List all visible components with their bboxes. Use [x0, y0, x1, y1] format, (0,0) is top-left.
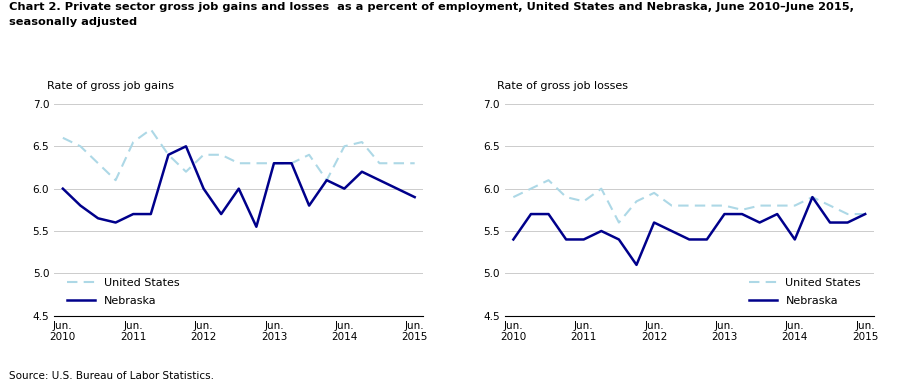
United States [631, 199, 642, 204]
United States [374, 161, 385, 166]
Nebraska [163, 152, 174, 157]
United States [268, 161, 279, 166]
Nebraska [525, 212, 536, 216]
United States [860, 212, 870, 216]
United States [198, 152, 209, 157]
United States [233, 161, 244, 166]
United States [357, 140, 368, 144]
United States [163, 152, 174, 157]
Nebraska [75, 203, 86, 208]
Nebraska [543, 212, 554, 216]
Nebraska [719, 212, 730, 216]
Nebraska [824, 220, 835, 225]
United States [737, 208, 748, 212]
United States [614, 220, 624, 225]
Line: Nebraska: Nebraska [514, 197, 865, 265]
Nebraska [215, 212, 226, 216]
Nebraska [772, 212, 783, 216]
Nebraska [110, 220, 121, 225]
Nebraska [631, 263, 642, 267]
Nebraska [860, 212, 870, 216]
Nebraska [233, 186, 244, 191]
Text: Source: U.S. Bureau of Labor Statistics.: Source: U.S. Bureau of Labor Statistics. [9, 371, 214, 381]
United States [578, 199, 589, 204]
Legend: United States, Nebraska: United States, Nebraska [749, 278, 861, 306]
Nebraska [339, 186, 350, 191]
Line: United States: United States [514, 180, 865, 223]
Nebraska [409, 195, 420, 199]
Nebraska [145, 212, 156, 216]
Text: Rate of gross job losses: Rate of gross job losses [497, 81, 628, 91]
Nebraska [304, 203, 314, 208]
Nebraska [374, 178, 385, 182]
United States [409, 161, 420, 166]
United States [75, 144, 86, 149]
Line: United States: United States [63, 129, 414, 180]
United States [824, 203, 835, 208]
Nebraska [649, 220, 660, 225]
United States [543, 178, 554, 182]
Nebraska [357, 169, 368, 174]
Nebraska [268, 161, 279, 166]
Nebraska [392, 186, 403, 191]
United States [58, 136, 68, 140]
Nebraska [180, 144, 191, 149]
Nebraska [560, 237, 571, 242]
United States [649, 191, 660, 195]
United States [666, 203, 677, 208]
United States [110, 178, 121, 182]
Legend: United States, Nebraska: United States, Nebraska [67, 278, 179, 306]
United States [251, 161, 262, 166]
Nebraska [702, 237, 713, 242]
United States [145, 127, 156, 132]
Nebraska [807, 195, 818, 199]
Nebraska [614, 237, 624, 242]
United States [789, 203, 800, 208]
United States [702, 203, 713, 208]
United States [842, 212, 853, 216]
United States [807, 195, 818, 199]
Nebraska [578, 237, 589, 242]
Nebraska [93, 216, 104, 221]
Nebraska [842, 220, 853, 225]
United States [287, 161, 297, 166]
United States [684, 203, 695, 208]
Line: Nebraska: Nebraska [63, 146, 414, 227]
United States [508, 195, 519, 199]
United States [180, 169, 191, 174]
Nebraska [58, 186, 68, 191]
Text: Chart 2. Private sector gross job gains and losses  as a percent of employment, : Chart 2. Private sector gross job gains … [9, 2, 854, 12]
Nebraska [789, 237, 800, 242]
United States [304, 152, 314, 157]
United States [392, 161, 403, 166]
United States [596, 186, 606, 191]
Nebraska [754, 220, 765, 225]
Nebraska [198, 186, 209, 191]
United States [772, 203, 783, 208]
United States [754, 203, 765, 208]
Nebraska [684, 237, 695, 242]
United States [560, 195, 571, 199]
United States [322, 178, 332, 182]
Nebraska [251, 224, 262, 229]
Nebraska [666, 229, 677, 233]
United States [93, 161, 104, 166]
Nebraska [737, 212, 748, 216]
United States [128, 140, 139, 144]
Nebraska [128, 212, 139, 216]
United States [339, 144, 350, 149]
Text: Rate of gross job gains: Rate of gross job gains [47, 81, 174, 91]
United States [215, 152, 226, 157]
United States [719, 203, 730, 208]
United States [525, 186, 536, 191]
Text: seasonally adjusted: seasonally adjusted [9, 17, 137, 27]
Nebraska [596, 229, 606, 233]
Nebraska [287, 161, 297, 166]
Nebraska [322, 178, 332, 182]
Nebraska [508, 237, 519, 242]
